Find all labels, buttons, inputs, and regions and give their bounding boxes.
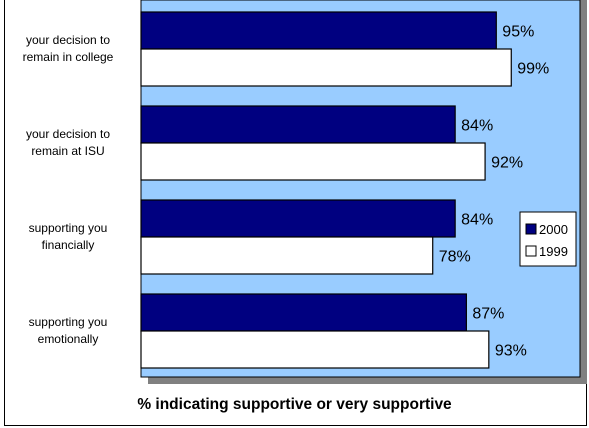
bar-1999-1	[140, 48, 512, 87]
bar-1999-2	[140, 142, 486, 181]
category-label: your decision to remain in college	[3, 32, 133, 66]
data-label-2000-2: 84%	[461, 118, 493, 135]
bar-2000-4	[140, 293, 467, 332]
category-label-line: emotionally	[37, 332, 99, 346]
category-label-line: your decision to	[25, 33, 111, 47]
category-label: supporting you financially	[3, 220, 133, 254]
legend-box	[519, 211, 577, 267]
legend-label-2000: 2000	[539, 222, 568, 237]
category-label-line: your decision to	[25, 127, 111, 141]
bar-2000-2	[140, 105, 456, 144]
x-axis-label: % indicating supportive or very supporti…	[137, 396, 452, 413]
data-label-1999-3: 78%	[439, 249, 471, 266]
bar-2000-1	[140, 11, 497, 50]
category-label-line: remain in college	[22, 50, 114, 64]
data-label-2000-3: 84%	[461, 212, 493, 229]
data-label-2000-4: 87%	[472, 306, 504, 323]
data-label-1999-4: 93%	[495, 343, 527, 360]
data-label-1999-1: 99%	[517, 61, 549, 78]
category-label-line: supporting you	[28, 315, 108, 329]
data-label-1999-2: 92%	[491, 155, 523, 172]
bar-2000-3	[140, 199, 456, 238]
legend-swatch-2000	[525, 223, 537, 235]
category-label-line: remain at ISU	[31, 144, 105, 158]
category-label-line: supporting you	[28, 221, 108, 235]
data-label-2000-1: 95%	[502, 24, 534, 41]
legend-swatch-1999	[525, 245, 537, 257]
category-label-line: financially	[41, 238, 95, 252]
legend-label-1999: 1999	[539, 244, 568, 259]
category-label: your decision to remain at ISU	[3, 126, 133, 160]
category-label: supporting you emotionally	[3, 314, 133, 348]
bar-1999-4	[140, 330, 490, 369]
bar-1999-3	[140, 236, 434, 275]
